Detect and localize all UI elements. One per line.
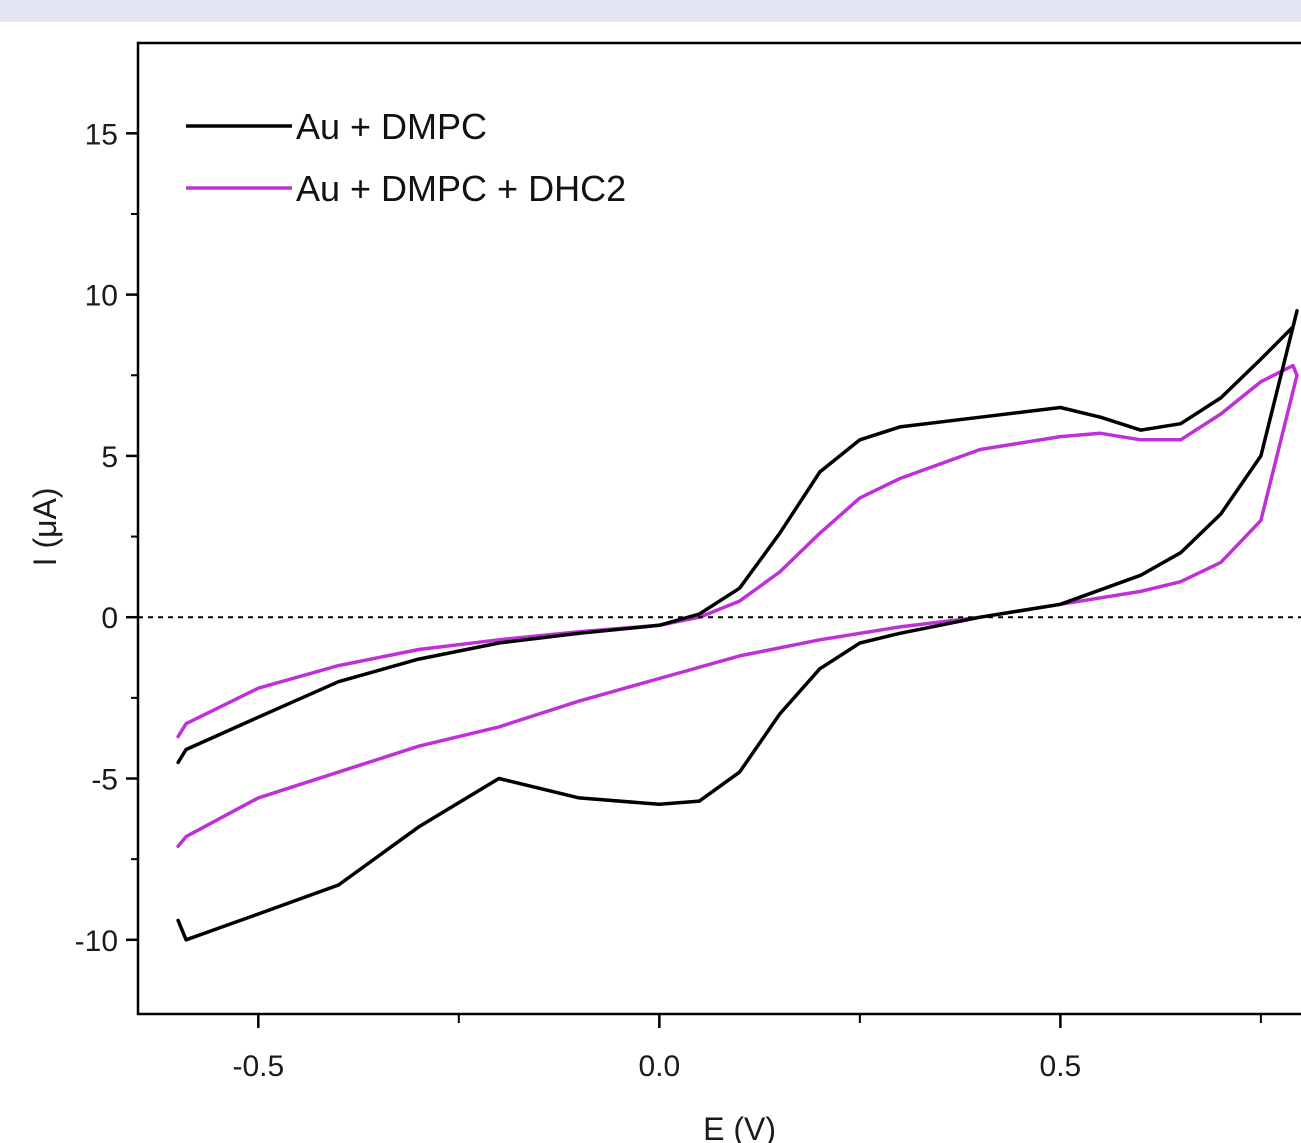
- legend: Au + DMPC Au + DMPC + DHC2: [186, 106, 626, 209]
- y-tick-label: 0: [101, 602, 118, 635]
- y-tick-label: 15: [85, 118, 118, 151]
- y-tick-label: 10: [85, 280, 118, 313]
- legend-label: Au + DMPC: [296, 106, 487, 147]
- lines-layer: [176, 309, 1299, 942]
- ticks-layer: -0.5 0.0 0.5 -10 -5 0 5 10 15: [75, 118, 1262, 1083]
- legend-label: Au + DMPC + DHC2: [296, 168, 626, 209]
- plot-frame: [136, 41, 1301, 1016]
- top-band: [0, 0, 1301, 22]
- y-tick-label: -5: [91, 764, 118, 797]
- x-tick-label: -0.5: [232, 1050, 284, 1083]
- y-axis-title: I (μA): [27, 487, 63, 566]
- x-tick-label: 0.5: [1040, 1050, 1082, 1083]
- series-line-au-dmpc: [176, 309, 1299, 942]
- y-tick-label: 5: [101, 441, 118, 474]
- x-axis-title: E (V): [703, 1111, 776, 1143]
- y-tick-label: -10: [75, 925, 118, 958]
- x-tick-label: 0.0: [638, 1050, 680, 1083]
